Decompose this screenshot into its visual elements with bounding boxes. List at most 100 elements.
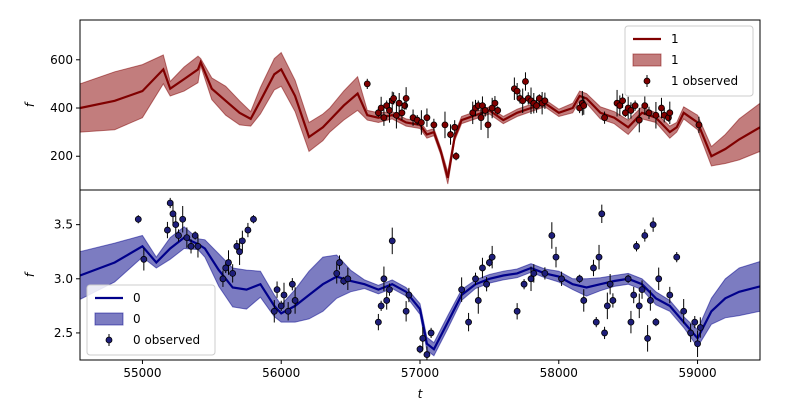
observed-point (541, 269, 549, 277)
observed-point (627, 107, 635, 114)
observed-point (641, 102, 649, 110)
bottom-x-ticks: 55000 56000 57000 58000 59000 (123, 360, 717, 380)
observed-point (236, 248, 243, 256)
legend-label: 1 (671, 32, 679, 46)
uncertainty-band (80, 51, 760, 185)
observed-point (270, 307, 278, 315)
observed-point (652, 111, 660, 119)
observed-point (644, 334, 651, 342)
observed-point (336, 259, 343, 266)
observed-point (641, 232, 649, 239)
observed-point (423, 114, 431, 122)
observed-point (590, 264, 597, 272)
observed-point (658, 104, 665, 112)
y-tick-label: 200 (50, 149, 73, 163)
observed-point (273, 286, 281, 294)
observed-point (380, 114, 388, 122)
series-group (80, 51, 760, 185)
observed-point (277, 302, 285, 310)
observed-point (380, 275, 388, 283)
observed-point (631, 102, 639, 110)
observed-point (580, 102, 588, 110)
legend-band-swatch (632, 53, 662, 67)
observed-point (390, 94, 398, 102)
observed-point (447, 131, 454, 138)
observed-point (244, 226, 252, 234)
observed-point (402, 307, 410, 315)
observed-point (474, 297, 482, 304)
x-tick-label: 58000 (540, 366, 578, 380)
observed-point (458, 286, 466, 294)
top-legend: 1 1 1 observed (624, 25, 754, 97)
legend-band-swatch (94, 312, 124, 326)
observed-point (645, 109, 653, 117)
observed-point (666, 291, 674, 299)
bottom-plot-area (80, 197, 760, 360)
x-tick-label: 59000 (678, 366, 716, 380)
observed-point (633, 242, 640, 250)
observed-point (377, 104, 385, 112)
observed-point (606, 280, 614, 288)
legend-point-swatch (643, 77, 651, 85)
legend-label: 1 (671, 53, 679, 67)
observed-point (465, 318, 472, 326)
top-y-ticks: 200 400 600 (50, 53, 80, 163)
observed-point (172, 221, 180, 229)
observed-point (417, 119, 425, 126)
observed-point (451, 123, 459, 131)
top-plot-area (80, 51, 760, 185)
observed-point (696, 324, 704, 331)
observed-point (183, 234, 191, 242)
observed-point (619, 97, 627, 105)
observed-point (627, 318, 635, 326)
observed-point (635, 302, 643, 310)
observed-point (533, 102, 540, 110)
observed-point (691, 318, 699, 326)
observed-point (291, 297, 299, 304)
observed-point (179, 215, 187, 223)
observed-point (601, 114, 608, 122)
y-tick-label: 3.0 (54, 272, 73, 286)
observed-point (452, 152, 460, 160)
observed-point (398, 109, 406, 117)
observed-point (427, 329, 435, 337)
observed-point (472, 275, 479, 283)
legend-point-swatch (105, 336, 113, 344)
observed-point (194, 242, 202, 250)
observed-point (187, 242, 195, 250)
observed-point (592, 318, 600, 326)
observed-point (140, 255, 148, 263)
observed-point (284, 307, 292, 315)
observed-point (580, 297, 588, 304)
observed-point (363, 80, 371, 88)
observed-point (638, 286, 646, 294)
observed-point (491, 99, 499, 107)
observed-point (175, 232, 182, 239)
observed-point (655, 275, 663, 283)
observed-point (541, 97, 549, 105)
observed-point (484, 121, 492, 129)
observed-point (673, 253, 681, 261)
observed-point (494, 107, 502, 114)
y-tick-label: 2.5 (54, 326, 73, 340)
observed-point (416, 345, 424, 353)
y-tick-label: 600 (50, 53, 73, 67)
legend-box (86, 284, 216, 356)
y-tick-label: 400 (50, 101, 73, 115)
observed-point (666, 109, 674, 117)
observed-point (652, 318, 660, 326)
x-axis-label: t (418, 387, 424, 400)
legend-label: 1 observed (671, 74, 738, 88)
observed-point (229, 269, 237, 277)
observed-point (635, 116, 643, 124)
observed-point (624, 275, 632, 283)
observed-point (419, 334, 427, 342)
model-line (80, 59, 760, 179)
observed-point (402, 94, 410, 102)
observed-point (520, 280, 528, 288)
observed-point (219, 275, 227, 283)
observed-point (558, 275, 565, 283)
observed-point (430, 121, 438, 129)
uncertainty-band (80, 226, 760, 357)
observed-point (488, 253, 496, 261)
